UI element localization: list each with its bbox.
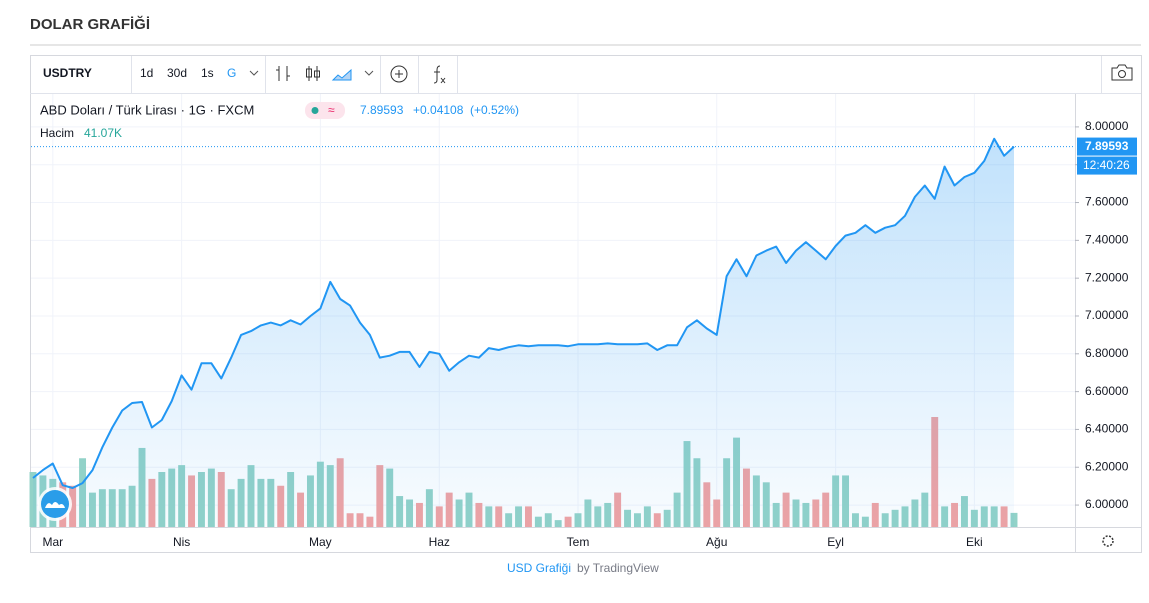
y-tick-label: 6.40000: [1085, 422, 1129, 436]
x-tick-label: Haz: [429, 535, 450, 549]
countdown-badge: [1077, 156, 1137, 175]
bars-icon[interactable]: [276, 66, 290, 81]
footer-by: by TradingView: [577, 561, 659, 575]
chart-title: ABD Doları / Türk Lirası · 1G · FXCM: [40, 102, 254, 117]
area-icon[interactable]: [331, 68, 352, 81]
y-tick-label: 7.00000: [1085, 308, 1129, 322]
x-tick-label: Ağu: [706, 535, 727, 549]
plot: 6.00000 6.20000 6.40000 6.60000 6.80000 7.000…: [29, 94, 1137, 549]
volume-last: 41.07K: [84, 126, 122, 140]
page-title: DOLAR GRAFİĞİ: [30, 15, 150, 33]
interval-active[interactable]: G: [227, 66, 236, 80]
snapshot-icon[interactable]: [1111, 64, 1133, 81]
price-line: [32, 137, 1015, 489]
last-price-badge: [1077, 137, 1137, 156]
y-tick-label: 6.80000: [1085, 346, 1129, 360]
symbol[interactable]: USDTRY: [43, 66, 92, 80]
compare-icon[interactable]: [390, 65, 408, 83]
x-tick-label: Tem: [567, 535, 590, 549]
status-badge[interactable]: [305, 102, 345, 119]
logo-cloud: [45, 502, 65, 508]
snapshot-lens: [1118, 70, 1126, 78]
interval[interactable]: 30d: [167, 66, 187, 80]
legend-price: 7.89593: [360, 103, 404, 117]
y-tick-label: 8.00000: [1085, 119, 1129, 133]
footer-link[interactable]: USD Grafiği: [507, 561, 571, 575]
settings-icon[interactable]: [1102, 535, 1114, 547]
candles-icon[interactable]: [306, 66, 320, 81]
x-tick-label: Mar: [42, 535, 63, 549]
x-tick-label: Eki: [966, 535, 983, 549]
compare-icon-plus: [395, 70, 403, 78]
indicators-icon[interactable]: [433, 65, 446, 84]
y-tick-label: 7.20000: [1085, 270, 1129, 284]
status-wave: ≈: [328, 103, 335, 117]
x-tick-label: May: [309, 535, 332, 549]
legend-change: +0.04108: [413, 103, 464, 117]
y-tick-label: 6.20000: [1085, 459, 1129, 473]
legend-change-pct: (+0.52%): [470, 103, 519, 117]
y-tick-label: 7.40000: [1085, 233, 1129, 247]
status-dot: [311, 107, 319, 114]
interval[interactable]: 1d: [140, 66, 153, 80]
y-tick-label: 6.00000: [1085, 497, 1129, 511]
countdown-label: 12:40:26: [1083, 158, 1130, 172]
x-tick-label: Eyl: [827, 535, 844, 549]
dropdown-icon[interactable]: [249, 70, 259, 76]
dropdown-icon[interactable]: [364, 70, 374, 76]
area-fill: [33, 138, 1014, 528]
volume-title: Hacim: [40, 126, 74, 140]
last-price-label: 7.89593: [1085, 139, 1129, 153]
y-tick-label: 6.60000: [1085, 384, 1129, 398]
x-tick-label: Nis: [173, 535, 190, 549]
interval[interactable]: 1s: [201, 66, 214, 80]
y-tick-label: 7.60000: [1085, 195, 1129, 209]
